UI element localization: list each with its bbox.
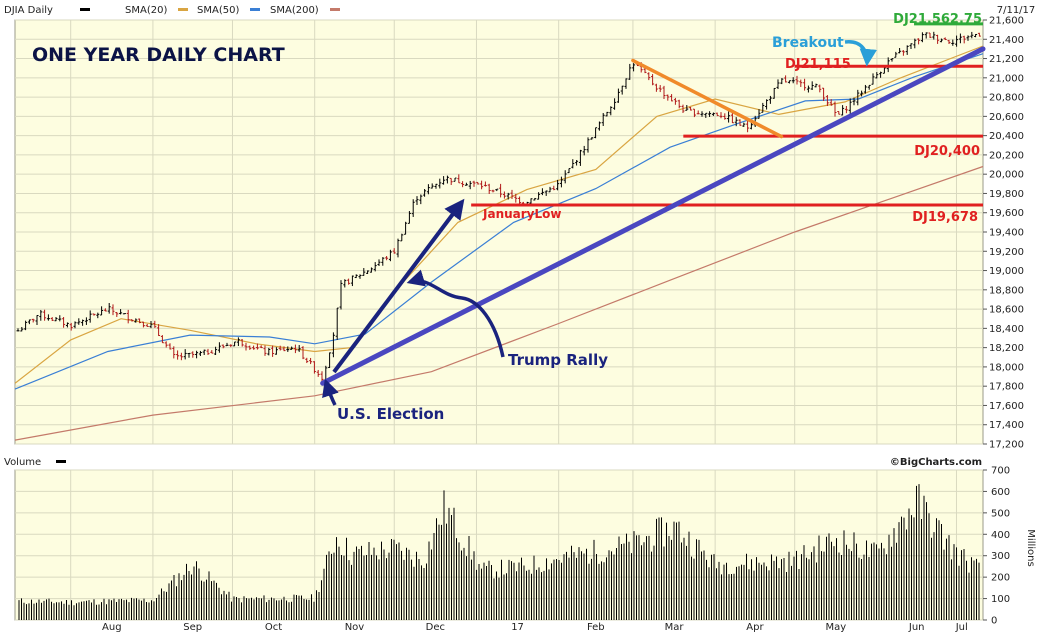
volume-tick-label: 200 <box>991 573 1010 584</box>
y-tick-label: 17,600 <box>989 401 1024 412</box>
y-tick-label: 19,600 <box>989 208 1024 219</box>
volume-tick-label: 300 <box>991 551 1010 562</box>
level-label-21115: DJ21,115 <box>785 57 851 72</box>
y-tick-label: 21,000 <box>989 73 1024 84</box>
level-label-19678: DJ19,678 <box>912 210 978 225</box>
y-tick-label: 20,200 <box>989 150 1024 161</box>
x-tick-label: Jun <box>908 622 925 633</box>
sma50-label: SMA(50) <box>197 5 239 16</box>
chart-title: ONE YEAR DAILY CHART <box>32 44 285 66</box>
y-tick-label: 20,800 <box>989 93 1024 104</box>
x-tick-label: Feb <box>587 622 605 633</box>
date-label: 7/11/17 <box>997 5 1036 16</box>
x-tick-label: Dec <box>426 622 445 633</box>
x-tick-label: Apr <box>746 622 764 633</box>
y-tick-label: 18,800 <box>989 285 1024 296</box>
x-tick-label: Aug <box>102 622 122 633</box>
x-axis: Aug Sep Oct Nov Dec 17 Feb Mar Apr May Jun Jul <box>102 622 968 633</box>
y-tick-label: 18,400 <box>989 324 1024 335</box>
y-tick-label: 17,800 <box>989 382 1024 393</box>
volume-tick-label: 400 <box>991 530 1010 541</box>
level-label-20400: DJ20,400 <box>914 144 980 159</box>
y-tick-label: 20,600 <box>989 112 1024 123</box>
y-tick-label: 21,600 <box>989 16 1024 27</box>
uptrend-line <box>320 46 986 386</box>
sma20-swatch <box>178 8 188 11</box>
level-labels: DJ21,562.75 DJ21,115 DJ20,400 DJ19,678 <box>785 12 982 225</box>
y-tick-label: 19,800 <box>989 189 1024 200</box>
trump-rally-label: Trump Rally <box>508 351 608 369</box>
x-tick-label: Nov <box>345 622 365 633</box>
x-tick-label: Mar <box>665 622 685 633</box>
symbol-swatch <box>80 8 90 11</box>
x-tick-label: Oct <box>265 622 282 633</box>
y-tick-label: 19,400 <box>989 228 1024 239</box>
january-low-label: JanuaryLow <box>482 207 561 221</box>
bigcharts-credit: ©BigCharts.com <box>890 457 982 468</box>
breakout-pointer <box>844 40 877 67</box>
us-election-label: U.S. Election <box>337 405 444 423</box>
wedge-line <box>631 58 784 139</box>
volume-bars <box>18 484 980 620</box>
symbol-label: DJIA Daily <box>4 5 53 16</box>
sma50-swatch <box>250 8 260 11</box>
x-tick-label: Jul <box>955 622 968 633</box>
breakout-label: Breakout <box>772 35 844 51</box>
volume-ylabel: Millions <box>1025 529 1036 566</box>
y-tick-label: 18,000 <box>989 362 1024 373</box>
volume-axis: 0 100 200 300 400 500 600 700 <box>983 466 1010 627</box>
sma200-label: SMA(200) <box>270 5 319 16</box>
y-tick-label: 21,400 <box>989 35 1024 46</box>
y-tick-label: 20,000 <box>989 170 1024 181</box>
y-tick-label: 17,400 <box>989 420 1024 431</box>
sma20-label: SMA(20) <box>125 5 167 16</box>
sma200-swatch <box>330 8 340 11</box>
volume-tick-label: 700 <box>991 466 1010 477</box>
volume-title: Volume <box>4 457 41 468</box>
y-tick-label: 19,200 <box>989 247 1024 258</box>
grid <box>15 19 983 621</box>
trend-lines <box>320 46 986 386</box>
rally-arrow <box>332 198 465 374</box>
price-axis: 17,200 17,400 17,600 17,800 18,000 18,200 18,4… <box>983 16 1024 451</box>
volume-tick-label: 0 <box>991 616 997 627</box>
volume-tick-label: 600 <box>991 487 1010 498</box>
volume-tick-label: 100 <box>991 594 1010 605</box>
x-tick-label: Sep <box>183 622 202 633</box>
volume-swatch <box>56 460 66 463</box>
moving-averages <box>14 45 984 441</box>
trump-rally-pointer <box>406 269 505 358</box>
y-tick-label: 17,200 <box>989 440 1024 451</box>
sma-line-sma20 <box>14 45 984 384</box>
volume-tick-label: 500 <box>991 508 1010 519</box>
election-pointer <box>322 378 339 406</box>
sma-line-sma200 <box>14 165 984 441</box>
y-tick-label: 21,200 <box>989 54 1024 65</box>
y-tick-label: 19,000 <box>989 266 1024 277</box>
sma-line-sma50 <box>14 53 984 390</box>
x-tick-label: 17 <box>511 622 524 633</box>
y-tick-label: 20,400 <box>989 131 1024 142</box>
annotation-arrows <box>322 40 877 406</box>
y-tick-label: 18,200 <box>989 343 1024 354</box>
y-tick-label: 18,600 <box>989 305 1024 316</box>
x-tick-label: May <box>825 622 846 633</box>
header-legend: DJIA Daily SMA(20) SMA(50) SMA(200) 7/11… <box>4 5 1035 16</box>
level-label-21562: DJ21,562.75 <box>893 12 982 27</box>
